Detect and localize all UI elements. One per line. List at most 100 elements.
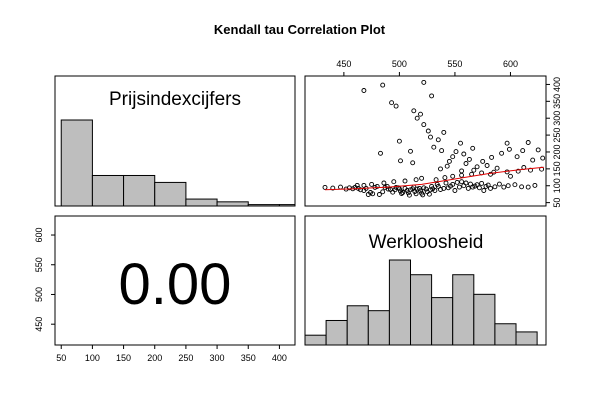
tick-label: 200 bbox=[552, 144, 562, 159]
scatter-point bbox=[433, 177, 439, 183]
scatter-point bbox=[439, 148, 445, 154]
scatter-point bbox=[374, 183, 380, 189]
scatter-point bbox=[406, 192, 412, 198]
plot-title: Kendall tau Correlation Plot bbox=[214, 22, 386, 37]
histogram-bar bbox=[410, 274, 433, 346]
scatter-point bbox=[496, 181, 502, 187]
scatter-point bbox=[441, 185, 447, 191]
scatter-point bbox=[432, 188, 438, 193]
scatter-point bbox=[515, 168, 521, 174]
tick-label: 600 bbox=[34, 228, 44, 243]
tick-label: 100 bbox=[552, 178, 562, 193]
tick-label: 150 bbox=[552, 161, 562, 176]
scatter-point bbox=[489, 154, 495, 160]
scatter-point bbox=[384, 183, 390, 189]
tick-label: 300 bbox=[552, 111, 562, 126]
tick-label: 500 bbox=[392, 59, 407, 69]
scatter-point bbox=[393, 103, 399, 109]
scatter-point bbox=[474, 164, 480, 170]
scatter-point bbox=[442, 175, 448, 181]
scatter-point bbox=[354, 182, 360, 188]
scatter-point bbox=[413, 177, 419, 183]
tick-label: 450 bbox=[34, 317, 44, 332]
scatter-point bbox=[390, 189, 396, 195]
scatter-point bbox=[389, 100, 395, 106]
scatter-point bbox=[410, 160, 416, 166]
histogram-bar bbox=[123, 174, 156, 207]
scatter-point bbox=[429, 183, 435, 189]
scatter-point bbox=[535, 147, 541, 153]
scatter-point bbox=[423, 186, 429, 192]
scatter-point bbox=[471, 167, 477, 173]
scatter-point bbox=[438, 166, 443, 172]
tick-label: 400 bbox=[552, 77, 562, 92]
scatter-point bbox=[418, 188, 423, 194]
histogram-bar bbox=[452, 274, 475, 346]
scatter-point bbox=[414, 115, 420, 121]
tick-label: 50 bbox=[56, 353, 66, 363]
histogram-bar bbox=[304, 334, 327, 346]
variable-label-werkloosheid: Werkloosheid bbox=[369, 232, 484, 253]
x-axis-bottom: 50 100 150 200 250 300 350 400 bbox=[56, 345, 287, 363]
correlation-panel: 0.00 bbox=[54, 215, 296, 346]
histogram-bar bbox=[185, 198, 218, 207]
scatter-point bbox=[540, 155, 546, 161]
histogram-bar bbox=[367, 310, 390, 346]
histogram-bar bbox=[346, 305, 369, 346]
histogram-werkloosheid-panel: Werkloosheid bbox=[304, 215, 547, 346]
histogram-prijsindexcijfers-panel: Prijsindexcijfers bbox=[54, 75, 296, 207]
tick-label: 250 bbox=[552, 128, 562, 143]
scatter-point bbox=[450, 181, 456, 187]
scatter-point bbox=[435, 183, 441, 189]
scatter-point bbox=[461, 183, 467, 189]
scatter-point bbox=[408, 148, 413, 154]
scatter-point bbox=[452, 188, 458, 193]
scatter-point bbox=[459, 172, 465, 178]
scatter-point bbox=[378, 150, 383, 156]
scatter-point bbox=[476, 185, 482, 191]
scatter-point bbox=[454, 179, 460, 185]
scatter-point bbox=[470, 145, 476, 151]
scatter-point bbox=[396, 186, 402, 192]
scatter-point bbox=[456, 184, 462, 190]
histogram-bar bbox=[431, 297, 454, 346]
scatter-point bbox=[450, 154, 456, 160]
scatter-point bbox=[330, 185, 336, 191]
scatter-point bbox=[370, 191, 376, 197]
scatter-panel bbox=[304, 75, 547, 207]
scatter-point bbox=[431, 144, 437, 150]
scatter-point bbox=[480, 158, 486, 164]
scatter-point bbox=[459, 179, 465, 185]
tick-label: 550 bbox=[447, 59, 462, 69]
scatter-point bbox=[512, 182, 518, 188]
scatter-point bbox=[530, 157, 536, 163]
panel-frame bbox=[54, 215, 296, 346]
tick-label: 50 bbox=[552, 198, 562, 208]
scatter-point bbox=[474, 182, 480, 188]
histogram-bar bbox=[325, 319, 348, 346]
scatter-point bbox=[461, 151, 467, 157]
histogram-bar bbox=[60, 119, 93, 207]
scatter-point bbox=[399, 191, 405, 196]
tick-label: 450 bbox=[336, 59, 351, 69]
tick-label: 200 bbox=[147, 353, 162, 363]
scatter-point bbox=[396, 138, 402, 144]
scatter-point bbox=[443, 180, 449, 186]
histogram-bar bbox=[91, 174, 125, 207]
scatter-point bbox=[338, 184, 343, 190]
panel-frame bbox=[304, 75, 547, 207]
scatter-point bbox=[425, 128, 431, 134]
scatter-point bbox=[446, 158, 452, 164]
scatter-point bbox=[361, 182, 367, 188]
histogram-bar bbox=[473, 293, 496, 346]
scatter-point bbox=[361, 88, 367, 93]
scatter-point bbox=[453, 149, 459, 155]
scatter-point bbox=[381, 180, 387, 186]
scatter-point bbox=[419, 175, 425, 181]
scatter-point bbox=[429, 93, 435, 99]
histogram-bar bbox=[515, 331, 538, 346]
tick-label: 350 bbox=[241, 353, 256, 363]
tick-label: 100 bbox=[85, 353, 100, 363]
scatter-point bbox=[450, 173, 456, 179]
